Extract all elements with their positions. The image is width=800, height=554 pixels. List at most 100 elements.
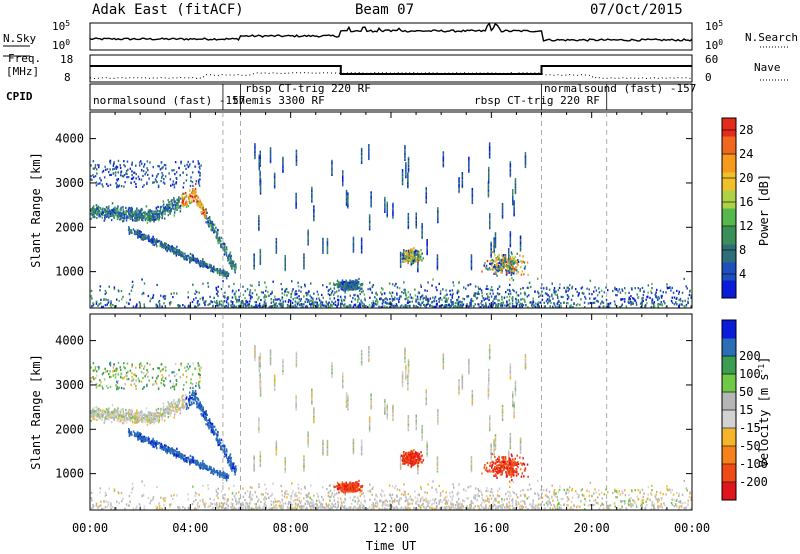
power-cell xyxy=(95,181,98,184)
power-cell xyxy=(274,298,277,301)
power-cell xyxy=(584,295,586,298)
power-cell xyxy=(295,200,297,203)
power-cell xyxy=(410,296,412,299)
power-cell xyxy=(126,215,128,218)
velocity-cell xyxy=(541,496,544,499)
power-cell xyxy=(388,305,391,308)
power-cell xyxy=(227,297,229,300)
power-cell xyxy=(199,297,201,300)
power-cell xyxy=(687,300,689,303)
power-cell xyxy=(487,186,490,189)
power-cell xyxy=(407,184,409,187)
power-cell xyxy=(174,173,176,176)
power-cell xyxy=(285,287,288,291)
power-cell xyxy=(264,281,266,284)
power-cell xyxy=(131,231,133,234)
power-cell xyxy=(470,302,472,305)
power-cell xyxy=(380,287,383,290)
power-cell xyxy=(282,159,284,162)
power-cell xyxy=(142,170,145,173)
power-cell xyxy=(468,161,470,164)
power-cell xyxy=(104,165,106,168)
power-cell xyxy=(509,242,512,245)
power-cell xyxy=(524,265,527,268)
power-cell xyxy=(180,251,183,254)
power-y-tick-label: 4000 xyxy=(55,132,84,146)
power-cell xyxy=(292,288,294,291)
power-cell xyxy=(330,303,332,306)
power-cell xyxy=(216,271,219,274)
power-cell xyxy=(178,200,180,204)
power-cell xyxy=(404,146,406,149)
power-cell xyxy=(167,199,169,202)
power-cell xyxy=(488,151,491,154)
power-cell xyxy=(355,285,358,288)
power-cell xyxy=(345,199,348,202)
power-cell xyxy=(502,301,504,304)
power-cell xyxy=(330,293,332,296)
power-cell xyxy=(458,184,460,188)
power-cell xyxy=(190,259,193,262)
power-cell xyxy=(224,296,226,299)
power-cell xyxy=(109,162,112,165)
power-cell xyxy=(493,265,495,268)
power-cell xyxy=(215,288,218,291)
velocity-cell xyxy=(272,482,274,485)
power-cell xyxy=(118,299,120,303)
power-cell xyxy=(262,303,264,306)
power-cell xyxy=(678,303,681,306)
power-cell xyxy=(284,258,286,261)
power-cell xyxy=(434,295,437,299)
power-cell xyxy=(541,294,544,297)
power-cell xyxy=(633,297,635,301)
power-cell xyxy=(320,303,322,306)
power-cell xyxy=(173,211,176,214)
power-cell xyxy=(213,223,216,226)
power-cell xyxy=(258,224,260,227)
power-cell xyxy=(155,218,157,221)
power-cell xyxy=(275,239,278,242)
power-cell xyxy=(157,165,159,168)
power-cell xyxy=(384,203,386,206)
power-cell xyxy=(202,204,204,207)
power-cell xyxy=(417,250,419,253)
power-cell xyxy=(179,207,182,210)
power-cell xyxy=(286,290,288,293)
power-cell xyxy=(269,150,272,153)
power-cell xyxy=(605,298,608,301)
power-cell xyxy=(512,201,514,204)
power-cell xyxy=(355,282,357,285)
power-cell xyxy=(485,267,488,270)
power-cell xyxy=(295,206,297,209)
power-cell xyxy=(403,257,405,260)
power-cell xyxy=(343,285,346,288)
power-cell xyxy=(371,302,373,305)
velocity-cell xyxy=(331,502,333,505)
power-cell xyxy=(417,259,420,262)
power-cell xyxy=(183,196,186,199)
power-cell xyxy=(281,296,284,299)
power-cell xyxy=(372,304,375,307)
power-cell xyxy=(107,208,109,212)
power-cell xyxy=(664,302,666,305)
power-cell xyxy=(102,185,104,188)
power-cell xyxy=(216,267,219,271)
power-cell xyxy=(471,198,474,201)
power-cell xyxy=(123,217,125,220)
power-cell xyxy=(155,306,158,309)
power-cell xyxy=(356,300,359,304)
velocity-cell xyxy=(257,500,259,503)
power-cell xyxy=(175,207,177,210)
power-cell xyxy=(259,163,261,166)
power-cell xyxy=(202,212,205,215)
power-cell xyxy=(516,302,518,305)
power-cell xyxy=(436,257,439,260)
power-cell xyxy=(368,147,370,150)
power-cell xyxy=(621,303,623,306)
power-cell xyxy=(458,300,461,303)
power-cell xyxy=(190,199,193,202)
power-cell xyxy=(510,259,512,262)
power-cell xyxy=(395,282,397,285)
power-cell xyxy=(398,287,401,290)
power-cell xyxy=(179,250,181,253)
